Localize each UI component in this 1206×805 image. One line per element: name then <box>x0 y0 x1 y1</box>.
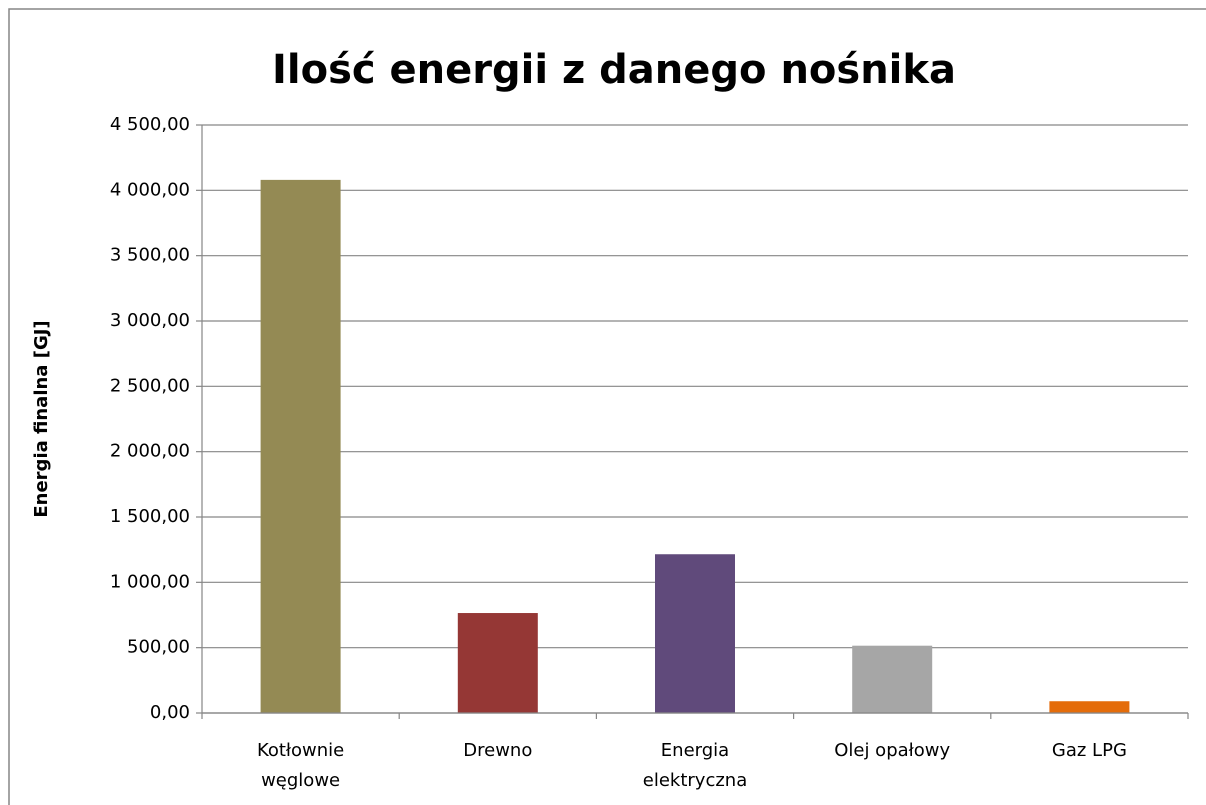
bar <box>655 554 735 713</box>
y-tick-label: 4 000,00 <box>110 179 190 200</box>
x-tick-label: Drewno <box>463 740 532 761</box>
y-axis-label: Energia finalna [GJ] <box>31 320 52 517</box>
y-tick-label: 2 500,00 <box>110 375 190 396</box>
y-tick-label: 1 500,00 <box>110 506 190 527</box>
x-tick-label: Gaz LPG <box>1052 740 1127 761</box>
bar <box>260 179 341 713</box>
bar <box>457 613 538 713</box>
y-tick-label: 0,00 <box>150 702 190 723</box>
y-tick-label: 4 500,00 <box>110 114 190 135</box>
x-tick-label: Energia elektryczna <box>643 740 747 791</box>
chart-title: Ilość energii z danego nośnika <box>272 47 956 93</box>
x-tick-label: Olej opałowy <box>834 740 950 761</box>
x-tick-label: Kotłownie węglowe <box>257 740 344 791</box>
bar <box>1049 701 1130 713</box>
y-tick-label: 500,00 <box>127 637 190 658</box>
y-tick-label: 3 500,00 <box>110 245 190 266</box>
chart-frame <box>8 8 1206 805</box>
y-tick-label: 1 000,00 <box>110 571 190 592</box>
y-tick-label: 2 000,00 <box>110 441 190 462</box>
y-tick-label: 3 000,00 <box>110 310 190 331</box>
bar <box>852 645 933 713</box>
